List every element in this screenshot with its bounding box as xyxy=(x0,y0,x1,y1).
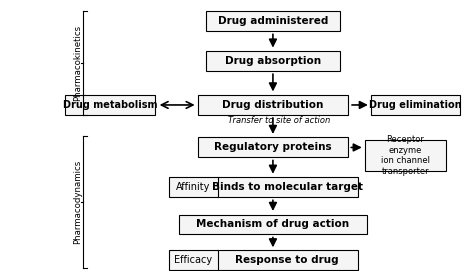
Text: Pharmacokinetics: Pharmacokinetics xyxy=(73,25,82,101)
Text: Drug metabolism: Drug metabolism xyxy=(63,100,157,110)
Text: Efficacy: Efficacy xyxy=(174,255,212,265)
FancyBboxPatch shape xyxy=(65,95,155,115)
Text: Drug administered: Drug administered xyxy=(218,16,328,26)
FancyBboxPatch shape xyxy=(365,140,446,171)
Text: Binds to molecular target: Binds to molecular target xyxy=(212,182,363,192)
FancyBboxPatch shape xyxy=(179,215,367,234)
FancyBboxPatch shape xyxy=(169,177,218,197)
FancyBboxPatch shape xyxy=(198,137,348,157)
FancyBboxPatch shape xyxy=(217,250,357,270)
FancyBboxPatch shape xyxy=(371,95,460,115)
FancyBboxPatch shape xyxy=(206,11,340,31)
Text: Drug absorption: Drug absorption xyxy=(225,56,321,66)
Text: Transfer to site of action: Transfer to site of action xyxy=(228,116,330,125)
Text: Drug distribution: Drug distribution xyxy=(222,100,324,110)
Text: Mechanism of drug action: Mechanism of drug action xyxy=(196,220,349,230)
Text: Regulatory proteins: Regulatory proteins xyxy=(214,143,332,153)
FancyBboxPatch shape xyxy=(198,95,348,115)
Text: Drug elimination: Drug elimination xyxy=(369,100,462,110)
FancyBboxPatch shape xyxy=(206,51,340,71)
Text: Receptor
enzyme
ion channel
transporter: Receptor enzyme ion channel transporter xyxy=(381,135,430,176)
Text: Affinity: Affinity xyxy=(176,182,210,192)
FancyBboxPatch shape xyxy=(169,250,218,270)
Text: Pharmacodynamics: Pharmacodynamics xyxy=(73,160,82,244)
Text: Response to drug: Response to drug xyxy=(236,255,339,265)
FancyBboxPatch shape xyxy=(217,177,357,197)
